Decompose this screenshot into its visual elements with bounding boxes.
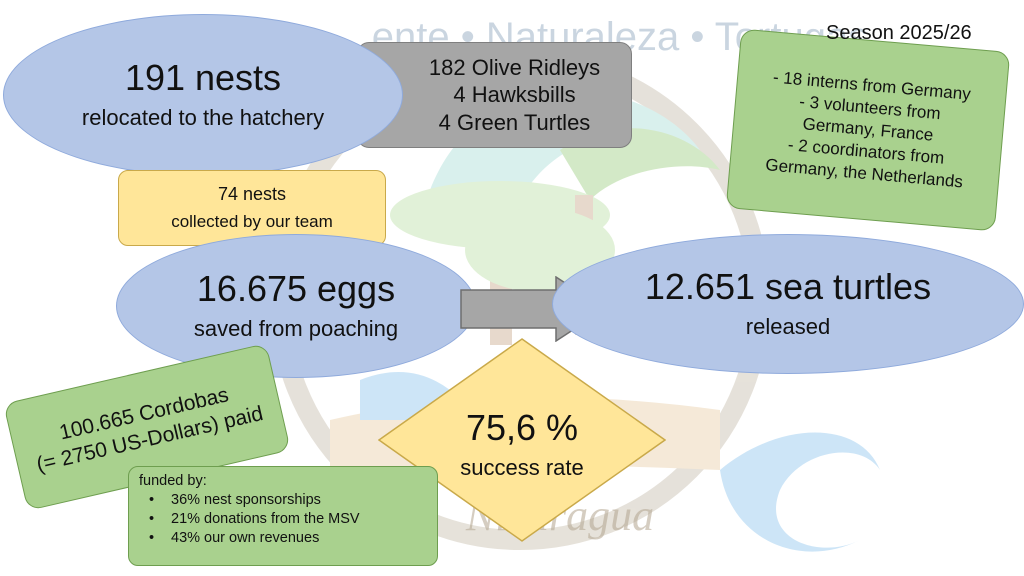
funding-item-revenues: 43% our own revenues (139, 530, 427, 546)
eggs-headline: 16.675 eggs (196, 268, 396, 310)
success-caption: success rate (460, 455, 584, 481)
nests-ellipse: 191 nests relocated to the hatchery (3, 14, 403, 176)
species-green-turtles: 4 Green Turtles (438, 109, 591, 135)
species-hawksbills: 4 Hawksbills (453, 82, 576, 108)
success-rate-diamond (378, 338, 666, 542)
released-headline: 12.651 sea turtles (644, 266, 932, 308)
nests-headline: 191 nests (124, 57, 282, 99)
released-ellipse: 12.651 sea turtles released (552, 234, 1024, 374)
funding-box: funded by: 36% nest sponsorships 21% don… (128, 466, 438, 566)
collected-box: 74 nests collected by our team (118, 170, 386, 246)
funding-item-sponsorships: 36% nest sponsorships (139, 492, 427, 508)
funding-list: 36% nest sponsorships 21% donations from… (139, 492, 427, 546)
success-headline: 75,6 % (465, 407, 579, 449)
species-olive-ridleys: 182 Olive Ridleys (428, 54, 601, 80)
team-box: - 18 interns from Germany - 3 volunteers… (725, 28, 1011, 232)
released-caption: released (745, 314, 831, 340)
success-rate-text: 75,6 % success rate (378, 338, 666, 542)
funding-item-donations: 21% donations from the MSV (139, 511, 427, 527)
collected-caption: collected by our team (171, 211, 333, 231)
season-label: Season 2025/26 (826, 22, 972, 44)
nests-caption: relocated to the hatchery (81, 105, 325, 131)
eggs-caption: saved from poaching (193, 316, 399, 342)
collected-headline: 74 nests (217, 184, 287, 205)
eggs-ellipse: 16.675 eggs saved from poaching (116, 234, 476, 378)
funding-title: funded by: (139, 473, 207, 489)
